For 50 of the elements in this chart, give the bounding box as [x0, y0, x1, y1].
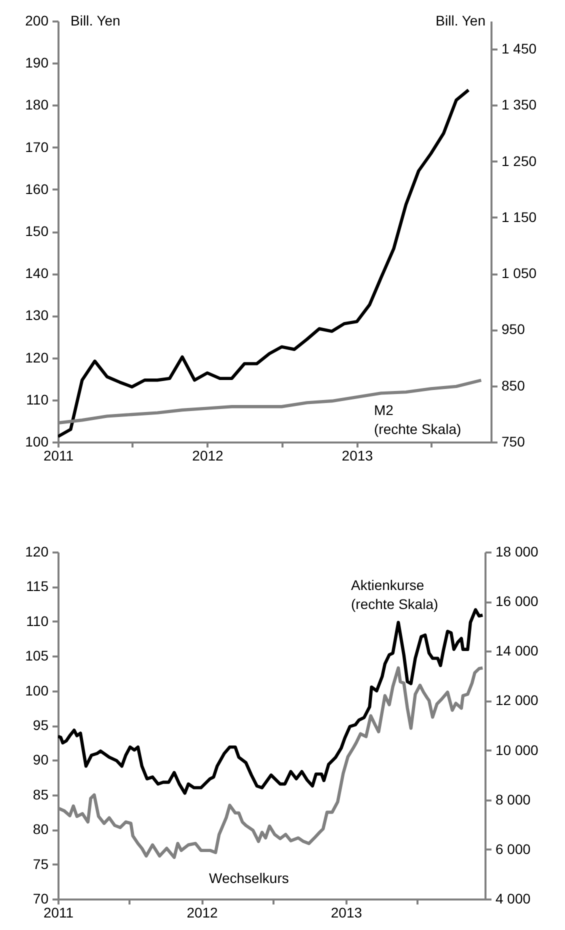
y2-tick-label: 1 250 — [502, 152, 537, 169]
series-label: Aktienkurse (rechte Skala) — [351, 577, 438, 612]
y-tick-label: 100 — [25, 434, 49, 450]
y-tick-label: 120 — [25, 544, 49, 560]
y-tick-label: 70 — [32, 890, 49, 906]
y-tick-label: 200 — [25, 12, 49, 28]
y2-tick-label: 18 000 — [496, 544, 539, 560]
line-series — [58, 88, 470, 438]
series-label: M2 (rechte Skala) — [374, 402, 462, 437]
y-tick-label: 110 — [26, 612, 49, 629]
y2-tick-label: 1 050 — [502, 265, 537, 282]
y2-tick-label: 1 350 — [502, 96, 537, 113]
y2-tick-label: 850 — [502, 377, 526, 394]
y-tick-label: 190 — [25, 54, 49, 71]
y-tick-label: 90 — [32, 752, 49, 768]
y-tick-label: 150 — [25, 223, 49, 239]
y-tick-label: 100 — [25, 682, 49, 698]
y-tick-label: 170 — [25, 138, 49, 155]
y2-tick-label: 16 000 — [496, 593, 539, 610]
y2-tick-label: 4 000 — [496, 890, 531, 906]
series-label: Wechselkurs — [209, 870, 289, 886]
y-tick-label: 110 — [26, 391, 49, 408]
y2-axis-title: Bill. Yen — [436, 12, 486, 28]
y-tick-label: 130 — [25, 307, 49, 324]
y2-tick-label: 1 150 — [502, 208, 537, 225]
x-tick-label: 2011 — [43, 448, 74, 464]
y2-tick-label: 1 450 — [502, 40, 537, 57]
y-tick-label: 140 — [25, 265, 49, 282]
y-tick-label: 120 — [25, 349, 49, 366]
y-tick-label: 80 — [32, 821, 49, 838]
y-tick-label: 115 — [26, 578, 49, 594]
y2-tick-label: 8 000 — [496, 791, 531, 808]
x-tick-label: 2013 — [330, 904, 362, 920]
x-tick-label: 2011 — [43, 904, 74, 920]
y2-tick-label: 10 000 — [496, 742, 539, 758]
y-tick-label: 95 — [32, 717, 49, 733]
y-tick-label: 75 — [32, 856, 49, 872]
y-tick-label: 160 — [25, 180, 49, 197]
y2-tick-label: 6 000 — [496, 840, 531, 857]
y-tick-label: 85 — [32, 786, 49, 802]
y-tick-label: 105 — [25, 648, 49, 664]
x-tick-label: 2013 — [342, 448, 374, 464]
y2-tick-label: 14 000 — [496, 642, 539, 659]
y2-tick-label: 750 — [502, 434, 526, 450]
y2-tick-label: 950 — [502, 321, 526, 338]
x-tick-label: 2012 — [192, 448, 224, 464]
y-axis-title: Bill. Yen — [70, 12, 120, 28]
y2-tick-label: 12 000 — [496, 692, 539, 708]
y-tick-label: 180 — [25, 96, 49, 113]
x-tick-label: 2012 — [186, 904, 218, 920]
